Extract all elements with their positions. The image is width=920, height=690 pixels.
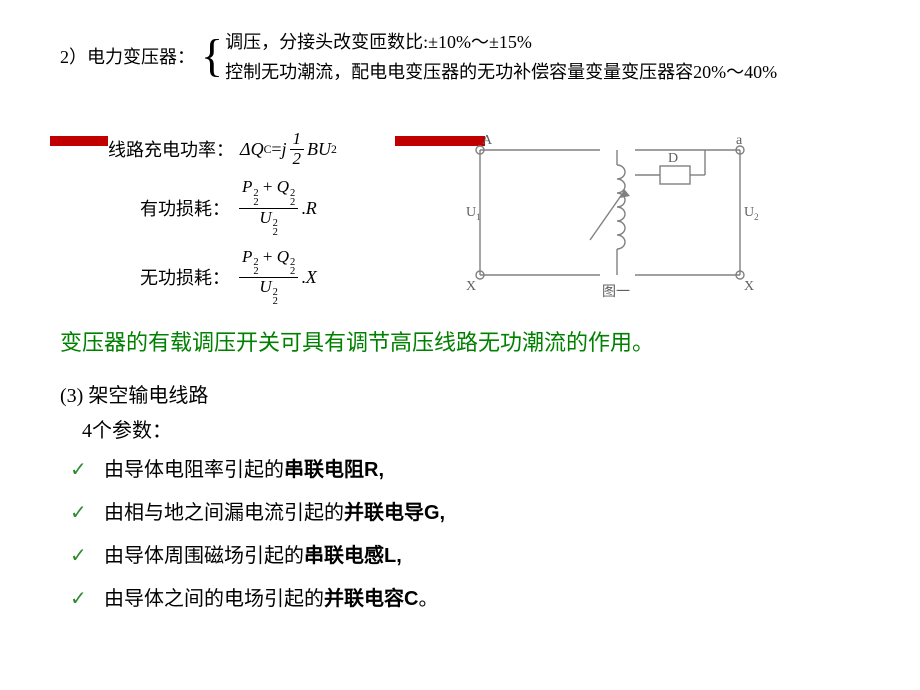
transformer-section: 2）电力变压器： { 调压，分接头改变匝数比:±10%～±15% 控制无功潮流，…: [60, 28, 870, 84]
check-icon: ✓: [70, 457, 104, 482]
brace-line-1: 调压，分接头改变匝数比:±10%～±15%: [225, 28, 777, 54]
list-item: ✓ 由导体周围磁场引起的串联电感L,: [70, 539, 870, 568]
list-item: ✓ 由相与地之间漏电流引起的并联电导G,: [70, 496, 870, 525]
reactive-formula: P22 + Q22 U22 . X: [236, 248, 317, 307]
active-label: 有功损耗：: [140, 195, 230, 221]
charging-label: 线路充电功率：: [108, 136, 234, 162]
list-text: 由导体之间的电场引起的并联电容C。: [104, 582, 438, 611]
diagram-caption: 图一: [602, 285, 630, 300]
red-bar-left: [50, 136, 108, 146]
diagram-label-X-left: X: [466, 279, 476, 294]
brace-symbol: {: [201, 33, 223, 79]
list-text: 由导体电阻率引起的串联电阻R,: [104, 453, 384, 482]
param-list: ✓ 由导体电阻率引起的串联电阻R, ✓ 由相与地之间漏电流引起的并联电导G, ✓…: [70, 453, 870, 611]
list-item: ✓ 由导体之间的电场引起的并联电容C。: [70, 582, 870, 611]
section3-subtitle: 4个参数：: [82, 414, 870, 443]
brace-block: { 调压，分接头改变匝数比:±10%～±15% 控制无功潮流，配电电变压器的无功…: [201, 28, 777, 84]
list-text: 由导体周围磁场引起的串联电感L,: [104, 539, 402, 568]
check-icon: ✓: [70, 586, 104, 611]
brace-line-2: 控制无功潮流，配电电变压器的无功补偿容量变量变压器容20%～40%: [225, 58, 777, 84]
diagram-label-U2: U2: [744, 205, 759, 222]
formula-block: 线路充电功率： ΔQC = j 1 2 BU2 有功损耗： P22 +: [60, 130, 870, 307]
diagram-label-a: a: [736, 133, 743, 148]
list-text: 由相与地之间漏电流引起的并联电导G,: [104, 496, 445, 525]
diagram-label-D: D: [668, 151, 678, 166]
section3-title: (3) 架空输电线路: [60, 379, 870, 408]
green-statement: 变压器的有载调压开关可具有调节高压线路无功潮流的作用。: [60, 325, 870, 357]
charging-formula: ΔQC = j 1 2 BU2: [240, 130, 337, 168]
diagram-label-A: A: [482, 133, 493, 148]
check-icon: ✓: [70, 500, 104, 525]
reactive-label: 无功损耗：: [140, 264, 230, 290]
active-formula: P22 + Q22 U22 . R: [236, 178, 317, 237]
transformer-label: 2）电力变压器：: [60, 43, 195, 69]
diagram-label-U1: U1: [466, 205, 481, 222]
diagram-label-X-right: X: [744, 279, 754, 294]
overhead-line-section: (3) 架空输电线路 4个参数： ✓ 由导体电阻率引起的串联电阻R, ✓ 由相与…: [60, 379, 870, 611]
check-icon: ✓: [70, 543, 104, 568]
list-item: ✓ 由导体电阻率引起的串联电阻R,: [70, 453, 870, 482]
transformer-diagram: A a X X D U1 U2 图一: [460, 130, 760, 305]
